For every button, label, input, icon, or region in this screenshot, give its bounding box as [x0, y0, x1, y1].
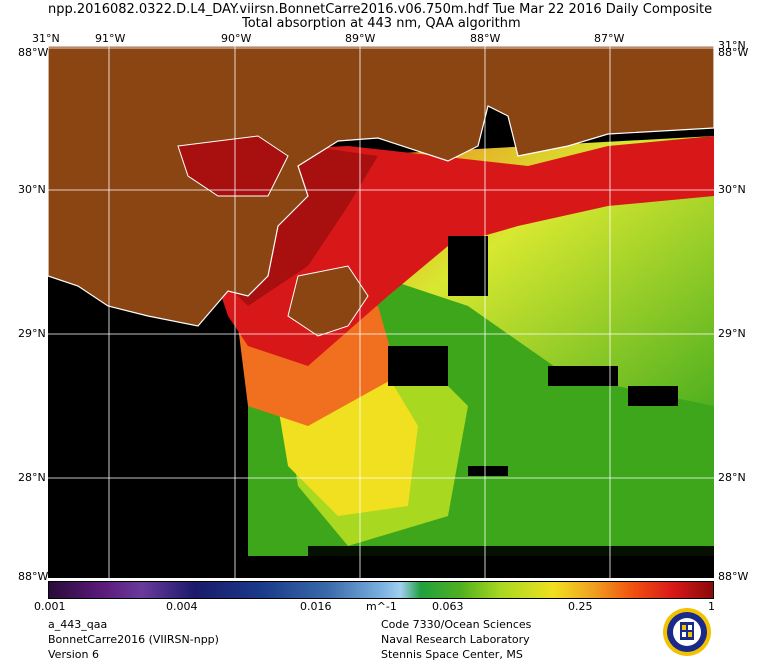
- land-mass: [48, 46, 714, 327]
- nrl-seal-icon: [663, 608, 711, 656]
- southern-nodata-strip: [308, 546, 714, 578]
- product-subtitle: Total absorption at 443 nm, QAA algorith…: [242, 16, 521, 31]
- graticule: [48, 46, 714, 578]
- colorbar-tick-1: 1: [708, 600, 715, 613]
- lat-label-left-28n: 28°N: [18, 471, 46, 484]
- top-lat-label-31n-left: 31°N: [32, 32, 60, 45]
- lon-label-87w: 87°W: [594, 32, 625, 45]
- lat-label-right-30n: 30°N: [718, 183, 746, 196]
- lon-label-90w: 90°W: [221, 32, 252, 45]
- lon-label-91w: 91°W: [95, 32, 126, 45]
- version-label: Version 6: [48, 648, 99, 661]
- absorption-map: [48, 46, 714, 578]
- cloud-speckles: [388, 236, 678, 476]
- product-name: a_443_qaa: [48, 618, 108, 631]
- org-code: Code 7330/Ocean Sciences: [381, 618, 532, 631]
- colorbar: [48, 581, 714, 599]
- western-nodata-area: [48, 336, 238, 578]
- org-name: Naval Research Laboratory: [381, 633, 530, 646]
- delta-land: [287, 265, 369, 337]
- org-location: Stennis Space Center, MS: [381, 648, 523, 661]
- colorbar-tick-0001: 0.001: [34, 600, 66, 613]
- lat-label-right-top: 88°W: [718, 46, 749, 59]
- lake-water: [177, 135, 289, 197]
- product-filename-title: npp.2016082.0322.D.L4_DAY.viirsn.BonnetC…: [48, 2, 713, 17]
- lon-label-88w: 88°W: [470, 32, 501, 45]
- colorbar-tick-025: 0.25: [568, 600, 593, 613]
- colorbar-tick-0016: 0.016: [300, 600, 332, 613]
- colorbar-tick-0063: 0.063: [432, 600, 464, 613]
- lat-label-left-top: 88°W: [18, 46, 49, 59]
- lat-label-left-30n: 30°N: [18, 183, 46, 196]
- lat-label-left-29n: 29°N: [18, 327, 46, 340]
- lat-label-right-28n: 28°N: [718, 471, 746, 484]
- lat-label-left-bottom: 88°W: [18, 570, 49, 583]
- lat-label-right-bottom: 88°W: [718, 570, 749, 583]
- colorbar-unit-label: m^-1: [366, 600, 397, 613]
- region-sensor: BonnetCarre2016 (VIIRSN-npp): [48, 633, 219, 646]
- colorbar-tick-0004: 0.004: [166, 600, 198, 613]
- lat-label-right-29n: 29°N: [718, 327, 746, 340]
- top-lat-label-31n-right: 31°N: [718, 39, 746, 52]
- lon-label-89w: 89°W: [345, 32, 376, 45]
